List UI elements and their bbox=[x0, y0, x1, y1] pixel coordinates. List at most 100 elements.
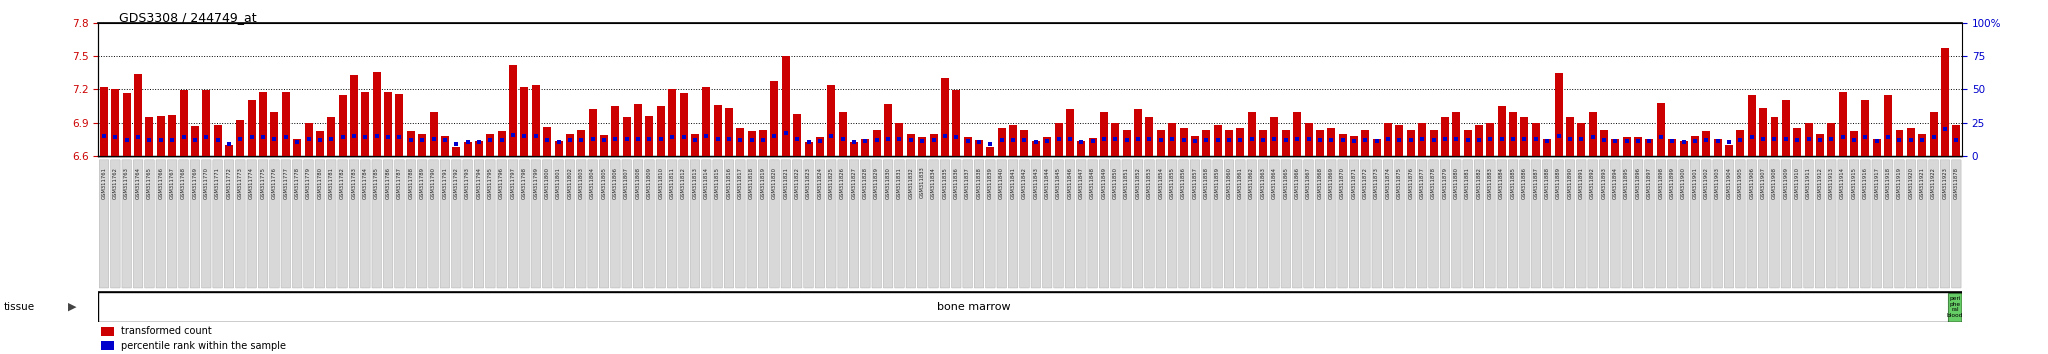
Point bbox=[565, 137, 598, 143]
Text: GSM311773: GSM311773 bbox=[238, 167, 244, 199]
Bar bbox=[690, 133, 698, 156]
Bar bbox=[100, 87, 109, 156]
Bar bbox=[748, 131, 756, 156]
Point bbox=[1747, 136, 1780, 141]
Text: GSM311804: GSM311804 bbox=[590, 167, 596, 199]
FancyBboxPatch shape bbox=[395, 160, 403, 288]
Text: GSM311787: GSM311787 bbox=[397, 167, 401, 199]
Text: GSM311812: GSM311812 bbox=[682, 167, 686, 199]
Bar bbox=[111, 89, 119, 156]
FancyBboxPatch shape bbox=[1395, 160, 1405, 288]
Text: GSM311875: GSM311875 bbox=[1397, 167, 1403, 199]
Text: GSM311908: GSM311908 bbox=[1772, 167, 1778, 199]
FancyBboxPatch shape bbox=[1475, 160, 1485, 288]
FancyBboxPatch shape bbox=[498, 160, 506, 288]
Bar bbox=[510, 65, 516, 156]
Text: GSM311893: GSM311893 bbox=[1602, 167, 1606, 199]
Bar bbox=[940, 78, 948, 156]
Bar bbox=[770, 80, 778, 156]
Text: GSM311919: GSM311919 bbox=[1896, 167, 1903, 199]
Point bbox=[928, 133, 961, 139]
Text: ▶: ▶ bbox=[68, 302, 76, 312]
Bar bbox=[338, 95, 346, 156]
Bar bbox=[975, 140, 983, 156]
FancyBboxPatch shape bbox=[940, 160, 950, 288]
Point bbox=[371, 134, 403, 140]
Point bbox=[111, 137, 143, 143]
Point bbox=[655, 134, 688, 140]
FancyBboxPatch shape bbox=[451, 160, 461, 288]
FancyBboxPatch shape bbox=[1212, 160, 1223, 288]
Point bbox=[1155, 136, 1188, 141]
Bar bbox=[213, 125, 221, 156]
Bar bbox=[1657, 103, 1665, 156]
Bar bbox=[737, 128, 743, 156]
Bar bbox=[1090, 138, 1096, 156]
Text: GDS3308 / 244749_at: GDS3308 / 244749_at bbox=[119, 11, 256, 24]
Bar bbox=[1112, 122, 1120, 156]
Text: GSM311867: GSM311867 bbox=[1307, 167, 1311, 199]
FancyBboxPatch shape bbox=[1190, 160, 1200, 288]
Text: GSM311883: GSM311883 bbox=[1489, 167, 1493, 199]
Bar bbox=[612, 106, 618, 156]
Point bbox=[1190, 137, 1223, 143]
Bar bbox=[1100, 112, 1108, 156]
Point bbox=[1145, 137, 1178, 143]
FancyBboxPatch shape bbox=[1894, 160, 1905, 288]
Text: GSM311918: GSM311918 bbox=[1886, 167, 1890, 199]
FancyBboxPatch shape bbox=[293, 160, 301, 288]
Text: GSM311868: GSM311868 bbox=[1317, 167, 1323, 199]
Text: GSM311882: GSM311882 bbox=[1477, 167, 1481, 199]
Bar bbox=[1942, 48, 1950, 156]
Bar bbox=[885, 104, 893, 156]
Point bbox=[918, 137, 950, 143]
FancyBboxPatch shape bbox=[600, 160, 608, 288]
Text: GSM311770: GSM311770 bbox=[203, 167, 209, 199]
Point bbox=[1769, 136, 1802, 141]
Point bbox=[201, 137, 233, 143]
FancyBboxPatch shape bbox=[1872, 160, 1882, 288]
Point bbox=[326, 134, 358, 140]
Bar bbox=[1372, 139, 1380, 156]
Point bbox=[668, 134, 700, 140]
Point bbox=[1702, 138, 1735, 144]
FancyBboxPatch shape bbox=[418, 160, 426, 288]
FancyBboxPatch shape bbox=[530, 160, 541, 288]
Point bbox=[1360, 138, 1393, 144]
Bar bbox=[168, 115, 176, 156]
Point bbox=[236, 134, 268, 140]
Bar bbox=[1407, 130, 1415, 156]
FancyBboxPatch shape bbox=[1100, 160, 1108, 288]
Bar bbox=[1065, 109, 1073, 156]
Point bbox=[338, 133, 371, 139]
Bar bbox=[1384, 122, 1393, 156]
FancyBboxPatch shape bbox=[1020, 160, 1030, 288]
Point bbox=[315, 136, 348, 141]
Bar bbox=[520, 87, 528, 156]
Point bbox=[1632, 138, 1665, 144]
Text: GSM311873: GSM311873 bbox=[1374, 167, 1378, 199]
Point bbox=[473, 137, 506, 143]
FancyBboxPatch shape bbox=[838, 160, 848, 288]
Point bbox=[725, 137, 758, 143]
Bar bbox=[1782, 101, 1790, 156]
FancyBboxPatch shape bbox=[1360, 160, 1370, 288]
Point bbox=[1860, 138, 1892, 144]
Text: GSM311833: GSM311833 bbox=[920, 167, 926, 198]
Text: GSM311819: GSM311819 bbox=[760, 167, 766, 199]
Bar bbox=[1362, 130, 1370, 156]
Text: GSM311865: GSM311865 bbox=[1284, 167, 1288, 199]
Text: GSM311866: GSM311866 bbox=[1294, 167, 1300, 199]
Point bbox=[360, 133, 393, 139]
FancyBboxPatch shape bbox=[1827, 160, 1837, 288]
FancyBboxPatch shape bbox=[281, 160, 291, 288]
Bar bbox=[1645, 139, 1653, 156]
FancyBboxPatch shape bbox=[690, 160, 700, 288]
Bar bbox=[1214, 125, 1221, 156]
Bar bbox=[1669, 139, 1675, 156]
Text: GSM311844: GSM311844 bbox=[1044, 167, 1051, 199]
FancyBboxPatch shape bbox=[1155, 160, 1165, 288]
Bar bbox=[1225, 130, 1233, 156]
Text: GSM311784: GSM311784 bbox=[362, 167, 369, 199]
Point bbox=[645, 136, 678, 141]
